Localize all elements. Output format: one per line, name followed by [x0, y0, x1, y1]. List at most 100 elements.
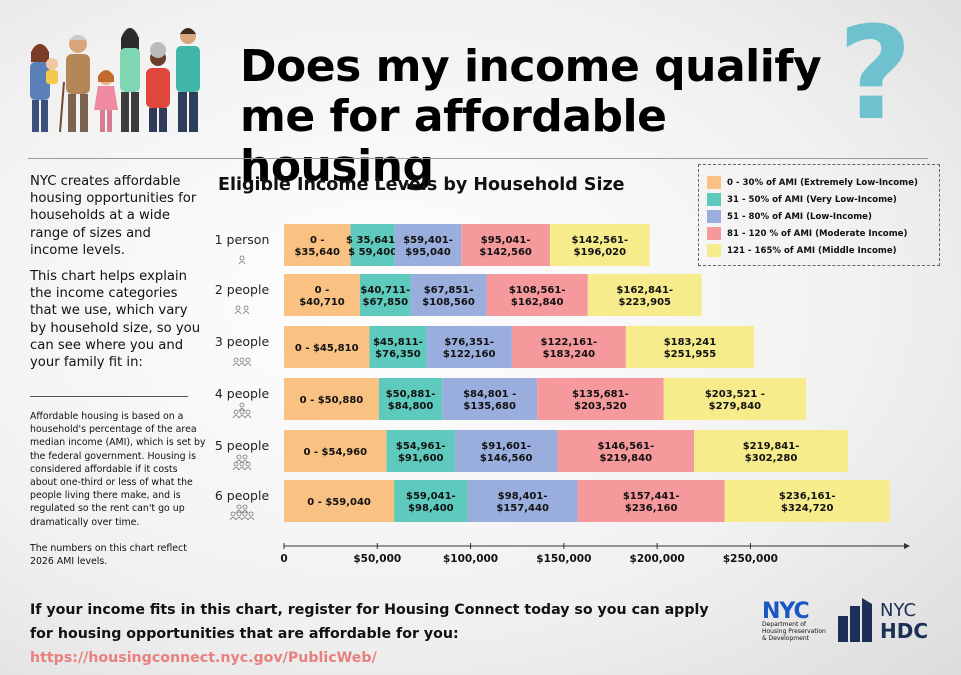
bar-segment — [549, 224, 650, 266]
question-mark-icon: ? — [838, 0, 913, 149]
bar-segment — [284, 480, 395, 522]
bar-segment — [369, 326, 427, 368]
hpd-logo-text: Department of Housing Preservation & Dev… — [762, 621, 828, 642]
cta-line-1: If your income fits in this chart, regis… — [30, 602, 709, 618]
intro-paragraph-3: Affordable housing is based on a househo… — [30, 411, 206, 528]
bar-segment — [426, 326, 512, 368]
grandmother-figure — [146, 42, 170, 132]
bar-segment — [467, 480, 578, 522]
x-tick-label: $200,000 — [630, 553, 685, 565]
row-label: 4 people — [215, 386, 270, 401]
bar-segment — [378, 378, 443, 420]
hpd-line-3: & Development — [762, 635, 810, 642]
bar-segment — [410, 274, 487, 316]
legend-swatch — [707, 210, 721, 223]
row-label: 2 people — [215, 282, 270, 297]
row-label: 5 people — [215, 438, 270, 453]
legend-label: 31 - 50% of AMI (Very Low-Income) — [727, 194, 897, 205]
legend-label: 0 - 30% of AMI (Extremely Low-Income) — [727, 177, 918, 188]
bar-segment — [625, 326, 755, 368]
people-6-icon — [229, 504, 255, 521]
data-label: $54,961-$91,600 — [396, 441, 446, 464]
bar-segment — [454, 430, 558, 472]
row-label: 3 people — [215, 334, 270, 349]
mother-baby-figure — [30, 44, 58, 132]
legend-item: 121 - 165% of AMI (Middle Income) — [707, 244, 897, 257]
cta-line-2: for housing opportunities that are affor… — [30, 622, 750, 670]
legend-item: 81 - 120 % of AMI (Moderate Income) — [707, 227, 907, 240]
people-5-icon — [232, 454, 252, 471]
bar-segment — [577, 480, 725, 522]
data-label: $236,161-$324,720 — [779, 491, 836, 514]
person-1-icon — [238, 255, 246, 265]
people-4-icon — [232, 402, 252, 419]
data-label: $162,841-$223,905 — [616, 285, 673, 308]
data-label: $76,351-$122,160 — [443, 337, 496, 360]
data-label: $59,401-$95,040 — [403, 235, 453, 258]
data-label: 0 -$35,640 — [294, 235, 340, 258]
intro-paragraph-1: NYC creates affordable housing opportuni… — [30, 174, 197, 258]
legend-label: 121 - 165% of AMI (Middle Income) — [727, 245, 897, 256]
bar-segment — [557, 430, 695, 472]
x-axis-arrow — [904, 543, 910, 549]
bar-segment — [694, 430, 848, 472]
legend-swatch — [707, 193, 721, 206]
data-label: $45,811-$76,350 — [373, 337, 423, 360]
divider — [28, 158, 928, 159]
legend-label: 51 - 80% of AMI (Low-Income) — [727, 211, 872, 222]
hdc-logo-bottom: HDC — [880, 619, 928, 642]
legend-item: 0 - 30% of AMI (Extremely Low-Income) — [707, 176, 918, 189]
people-3-icon — [232, 357, 252, 367]
data-label: $91,601-$146,560 — [480, 441, 533, 464]
legend-item: 51 - 80% of AMI (Low-Income) — [707, 210, 872, 223]
legend-item: 31 - 50% of AMI (Very Low-Income) — [707, 193, 897, 206]
bar-segment — [284, 378, 379, 420]
x-tick-label: 0 — [280, 553, 287, 565]
bar-segment — [442, 378, 538, 420]
data-label: $59,041-$98,400 — [406, 491, 456, 514]
legend-swatch — [707, 227, 721, 240]
bar-segment — [587, 274, 702, 316]
cta-text: for housing opportunities that are affor… — [30, 626, 459, 642]
grandfather-figure — [59, 35, 90, 133]
data-label: 0 -$40,710 — [299, 285, 345, 308]
data-label: $ 35,641-$ 59,400 — [346, 235, 399, 258]
data-label: 0 - $59,040 — [307, 497, 371, 508]
bar-segment — [284, 274, 360, 316]
bar-segment — [511, 326, 626, 368]
bar-segment — [359, 274, 411, 316]
woman-figure — [120, 28, 140, 132]
bar-segment — [486, 274, 588, 316]
housing-connect-link[interactable]: https://housingconnect.nyc.gov/PublicWeb… — [30, 650, 377, 666]
income-chart: 1 person 0 -$35,640 $ 35,641-$ 59,400$59,4… — [215, 224, 910, 565]
bar-segment — [394, 224, 462, 266]
bar-segment — [350, 224, 395, 266]
hpd-line-2: Housing Preservation — [762, 628, 826, 635]
data-label: 0 - $54,960 — [303, 447, 367, 458]
hdc-building-icon — [838, 598, 872, 642]
nyc-hdc-logo: NYC HDC — [838, 598, 928, 642]
data-label: $98,401-$157,440 — [496, 491, 549, 514]
bar-segment — [284, 430, 387, 472]
data-label: $142,561-$196,020 — [572, 235, 629, 258]
intro-paragraph-4: The numbers on this chart reflect 2026 A… — [30, 543, 187, 568]
bar-segment — [386, 430, 455, 472]
data-label: $183,241 $251,955 — [664, 337, 717, 360]
call-to-action: If your income fits in this chart, regis… — [30, 598, 750, 670]
legend-label: 81 - 120 % of AMI (Moderate Income) — [727, 228, 908, 239]
data-label: $135,681-$203,520 — [572, 389, 629, 412]
data-label: $122,161-$183,240 — [541, 337, 598, 360]
x-tick-label: $250,000 — [723, 553, 778, 565]
legend-swatch — [707, 244, 721, 257]
legend-swatch — [707, 176, 721, 189]
row-label: 1 person — [215, 232, 270, 247]
child-figure — [94, 70, 118, 132]
x-tick-label: $50,000 — [353, 553, 401, 565]
intro-paragraph-2: This chart helps explain the income cate… — [30, 269, 201, 371]
data-label: $108,561-$162,840 — [509, 285, 566, 308]
page-title: Does my income qualify me for affordable… — [240, 41, 822, 192]
data-label: $146,561-$219,840 — [597, 441, 654, 464]
bar-segment — [394, 480, 468, 522]
man-figure — [176, 28, 200, 132]
data-label: $67,851-$108,560 — [422, 285, 475, 308]
